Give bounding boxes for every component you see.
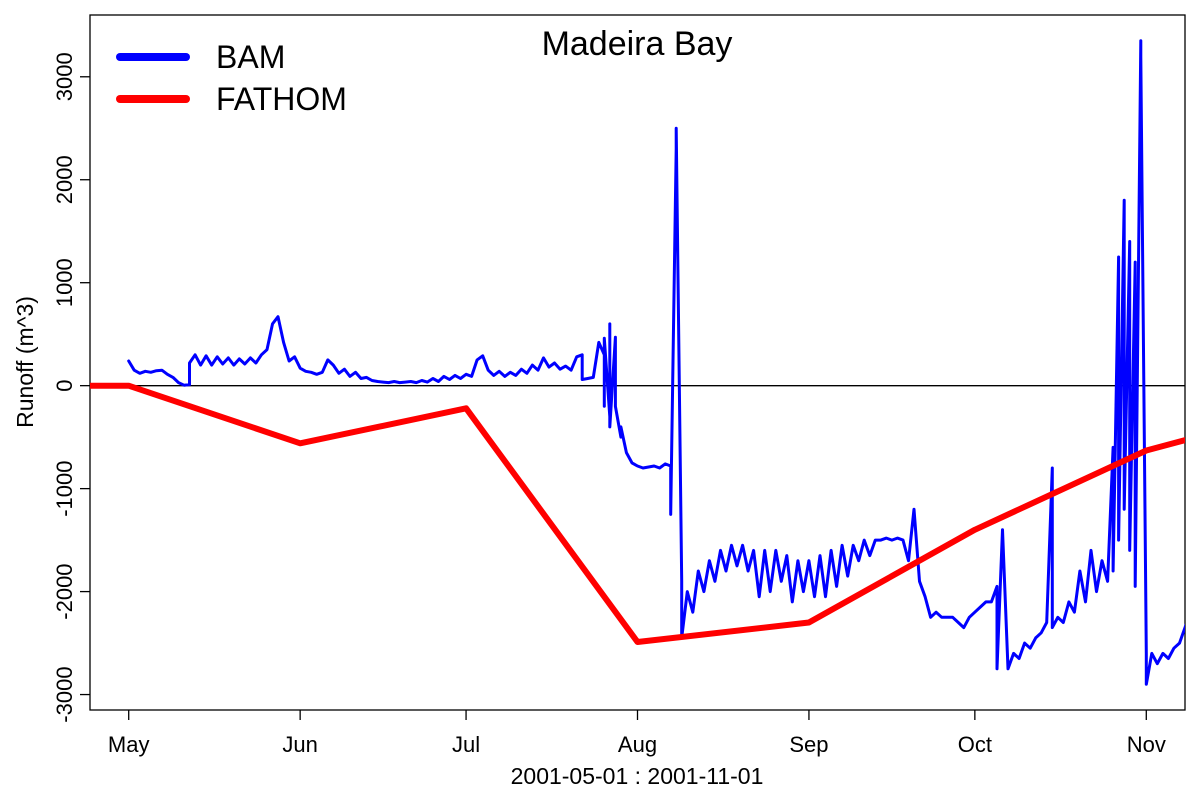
x-tick-label: May bbox=[108, 732, 150, 757]
y-tick-label: 3000 bbox=[52, 52, 77, 101]
x-tick-label: Aug bbox=[618, 732, 657, 757]
series-layer bbox=[90, 39, 1185, 686]
x-tick-label: Jun bbox=[282, 732, 317, 757]
x-tick-label: Jul bbox=[452, 732, 480, 757]
y-tick-label: 2000 bbox=[52, 155, 77, 204]
x-axis-title: 2001-05-01 : 2001-11-01 bbox=[511, 763, 764, 789]
x-tick-label: Sep bbox=[789, 732, 828, 757]
legend-label-fathom: FATHOM bbox=[216, 81, 347, 117]
y-tick-label: 0 bbox=[52, 380, 77, 392]
y-tick-label: -1000 bbox=[52, 460, 77, 516]
y-axis: -3000 -2000 -1000 0 1000 2000 3000 bbox=[52, 52, 90, 723]
series-line-bam bbox=[127, 39, 1185, 686]
x-tick-label: Nov bbox=[1127, 732, 1166, 757]
y-tick-label: 1000 bbox=[52, 258, 77, 307]
y-tick-label: -3000 bbox=[52, 666, 77, 722]
legend: BAM FATHOM bbox=[116, 39, 347, 117]
y-tick-label: -2000 bbox=[52, 563, 77, 619]
series-line-fathom bbox=[90, 382, 1185, 645]
x-axis: May Jun Jul Aug Sep Oct Nov bbox=[108, 710, 1166, 757]
y-axis-title: Runoff (m^3) bbox=[12, 296, 38, 428]
x-tick-label: Oct bbox=[958, 732, 992, 757]
chart-title: Madeira Bay bbox=[542, 25, 733, 63]
legend-label-bam: BAM bbox=[216, 39, 285, 75]
